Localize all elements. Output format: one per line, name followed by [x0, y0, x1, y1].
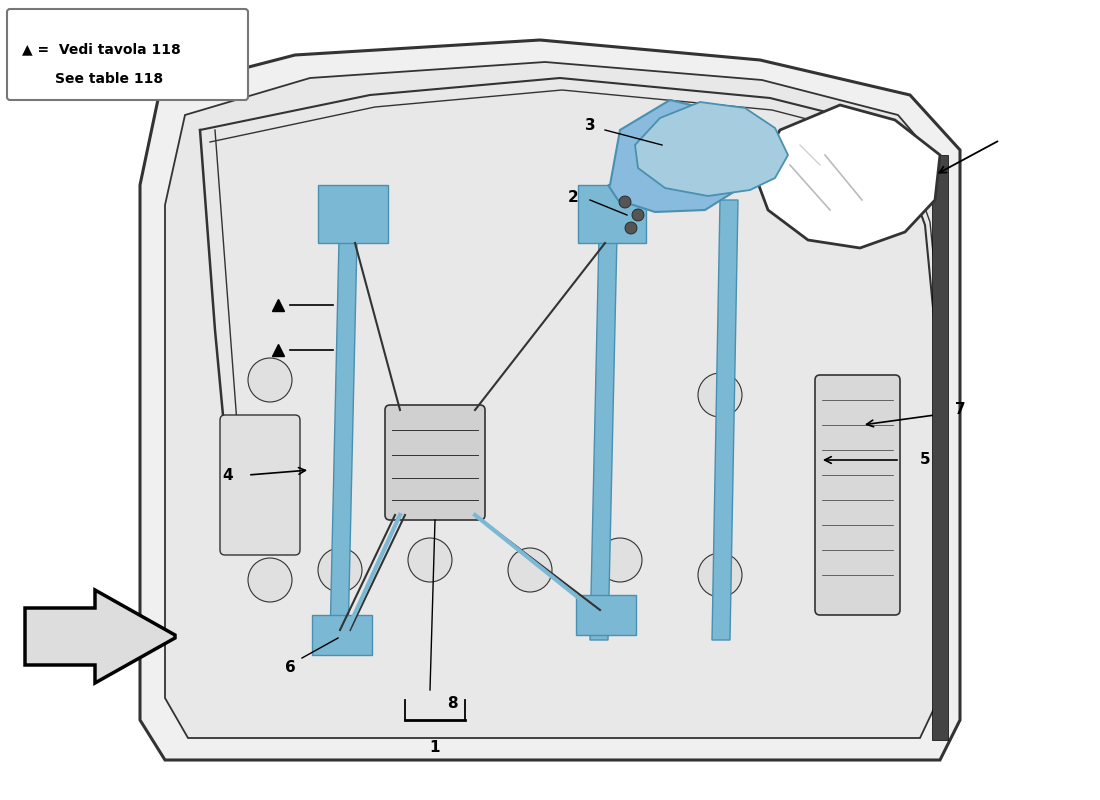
Circle shape — [625, 222, 637, 234]
Text: 7: 7 — [955, 402, 966, 418]
Circle shape — [619, 196, 631, 208]
Text: 1: 1 — [430, 741, 440, 755]
Text: 2: 2 — [568, 190, 579, 205]
Text: 3: 3 — [585, 118, 595, 133]
Text: 6: 6 — [285, 661, 296, 675]
Text: 4: 4 — [222, 467, 233, 482]
Text: 8: 8 — [447, 695, 458, 710]
Circle shape — [248, 358, 292, 402]
Polygon shape — [165, 62, 938, 738]
Polygon shape — [932, 155, 948, 740]
FancyBboxPatch shape — [815, 375, 900, 615]
FancyBboxPatch shape — [318, 185, 388, 243]
FancyBboxPatch shape — [220, 415, 300, 555]
Circle shape — [698, 373, 742, 417]
Text: See table 118: See table 118 — [55, 72, 163, 86]
Polygon shape — [635, 102, 788, 196]
Polygon shape — [755, 105, 940, 248]
Circle shape — [508, 548, 552, 592]
Polygon shape — [140, 40, 960, 760]
FancyBboxPatch shape — [7, 9, 248, 100]
FancyBboxPatch shape — [385, 405, 485, 520]
FancyBboxPatch shape — [578, 185, 646, 243]
Text: 5: 5 — [920, 453, 931, 467]
Circle shape — [408, 538, 452, 582]
Text: europ: europ — [224, 390, 636, 510]
Polygon shape — [590, 190, 618, 640]
Circle shape — [318, 548, 362, 592]
Circle shape — [698, 553, 742, 597]
Circle shape — [598, 538, 642, 582]
FancyBboxPatch shape — [312, 615, 372, 655]
Text: ▲ =  Vedi tavola 118: ▲ = Vedi tavola 118 — [22, 42, 180, 56]
FancyBboxPatch shape — [576, 595, 636, 635]
Polygon shape — [25, 590, 175, 683]
Polygon shape — [712, 200, 738, 640]
Circle shape — [248, 558, 292, 602]
Text: a passion since 1985: a passion since 1985 — [201, 536, 658, 574]
Polygon shape — [608, 100, 745, 212]
Polygon shape — [330, 195, 358, 640]
Circle shape — [632, 209, 644, 221]
